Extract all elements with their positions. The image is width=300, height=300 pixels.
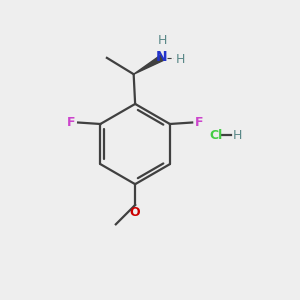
Text: H: H (175, 53, 184, 66)
Text: F: F (67, 116, 76, 129)
Text: O: O (130, 206, 140, 220)
Text: N: N (156, 50, 168, 64)
Text: F: F (195, 116, 203, 129)
Text: H: H (232, 129, 242, 142)
Polygon shape (134, 55, 164, 74)
Text: Cl: Cl (209, 129, 223, 142)
Text: H: H (158, 34, 167, 46)
